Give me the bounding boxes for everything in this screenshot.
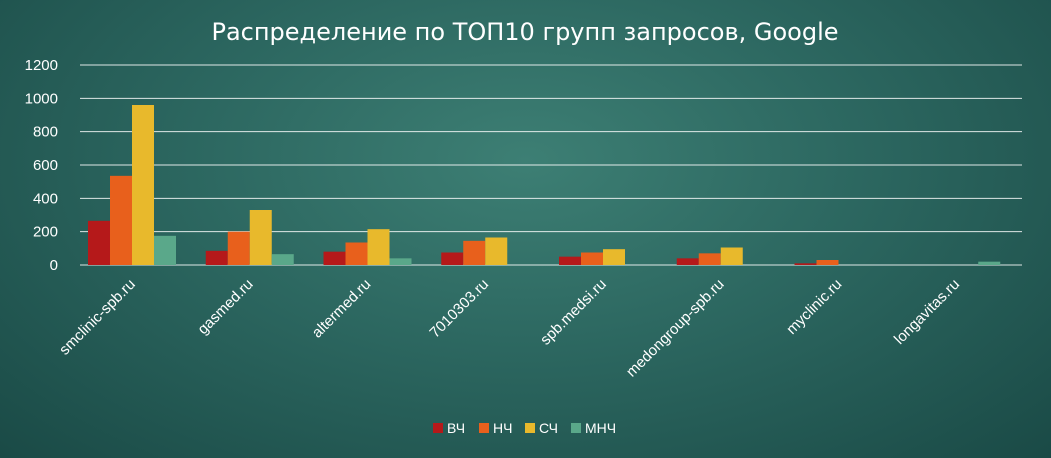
bar xyxy=(485,237,508,265)
legend-swatch xyxy=(571,423,581,433)
x-tick-label: smclinic-spb.ru xyxy=(56,276,139,359)
bar xyxy=(720,247,743,265)
bars xyxy=(88,105,1001,265)
y-tick-label: 800 xyxy=(33,124,58,141)
bar xyxy=(389,258,412,265)
bar xyxy=(581,252,603,265)
bar xyxy=(441,252,464,265)
bar xyxy=(345,242,368,265)
bar xyxy=(978,261,1001,265)
legend-swatch xyxy=(433,423,443,433)
legend-swatch xyxy=(479,423,489,433)
legend-label: СЧ xyxy=(539,420,558,436)
grid xyxy=(80,64,1022,266)
bar xyxy=(132,105,154,265)
legend-label: МНЧ xyxy=(585,420,616,436)
y-tick-label: 600 xyxy=(33,157,58,174)
legend-label: ВЧ xyxy=(447,420,465,436)
y-tick-label: 0 xyxy=(50,257,58,274)
bar xyxy=(463,240,486,265)
bar xyxy=(227,231,250,265)
bar xyxy=(110,175,132,265)
x-tick-label: medongroup-spb.ru xyxy=(623,276,728,381)
x-tick-label: longavitas.ru xyxy=(891,276,963,348)
bar xyxy=(205,250,228,265)
x-tick-label: gasmed.ru xyxy=(194,276,256,338)
legend: ВЧ НЧ СЧ МНЧ xyxy=(433,420,616,436)
chart-title: Распределение по ТОП10 групп запросов, G… xyxy=(211,18,838,46)
y-tick-label: 1000 xyxy=(25,90,58,107)
y-axis: 0 200 400 600 800 1000 1200 xyxy=(25,57,58,274)
bar xyxy=(676,258,699,265)
bar xyxy=(559,256,581,265)
y-tick-label: 200 xyxy=(33,224,58,241)
y-tick-label: 1200 xyxy=(25,57,58,74)
x-tick-label: myclinic.ru xyxy=(783,276,845,338)
x-axis: smclinic-spb.ru gasmed.ru altermed.ru 70103… xyxy=(56,276,963,381)
bar xyxy=(698,253,721,265)
bar xyxy=(816,260,839,265)
bar xyxy=(794,263,817,265)
x-tick-label: spb.medsi.ru xyxy=(537,276,610,349)
bar xyxy=(88,220,110,265)
bar xyxy=(367,229,390,265)
legend-label: НЧ xyxy=(493,420,512,436)
x-tick-label: 7010303.ru xyxy=(426,276,492,342)
bar xyxy=(249,210,272,265)
bar xyxy=(271,254,294,265)
bar xyxy=(154,235,176,265)
bar xyxy=(323,251,346,265)
bar xyxy=(603,249,625,265)
y-tick-label: 400 xyxy=(33,190,58,207)
x-tick-label: altermed.ru xyxy=(309,276,375,342)
legend-swatch xyxy=(525,423,535,433)
